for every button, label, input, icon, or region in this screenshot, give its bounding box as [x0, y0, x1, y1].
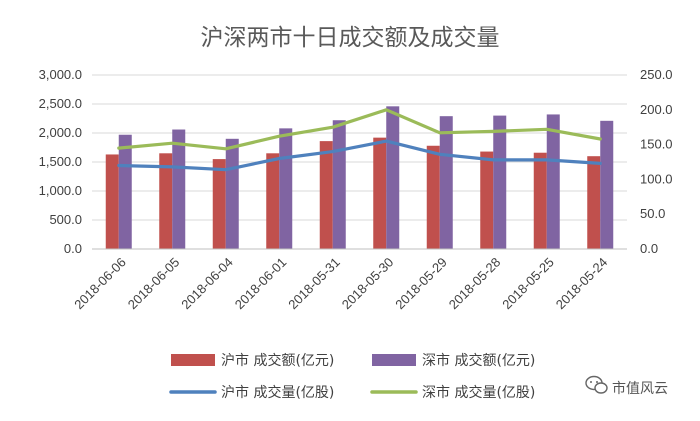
- bar: [105, 154, 119, 249]
- bar: [493, 115, 507, 249]
- left-tick-label: 1,500.0: [39, 154, 82, 169]
- legend-label: 深市 成交量(亿股): [422, 384, 535, 401]
- left-tick-label: 500.0: [49, 212, 82, 227]
- bar: [439, 116, 453, 250]
- left-tick-label: 1,000.0: [39, 183, 82, 198]
- bar: [279, 128, 293, 249]
- legend-label: 沪市 成交量(亿股): [221, 384, 334, 401]
- bar: [212, 159, 226, 249]
- left-tick-label: 3,000.0: [39, 67, 82, 82]
- watermark: 市值风云: [585, 375, 668, 397]
- right-axis: 0.0 50.0 100.0 150.0 200.0 250.0: [640, 67, 673, 256]
- bar: [118, 134, 132, 249]
- bar-series: [105, 106, 614, 250]
- legend-swatch: [372, 354, 416, 366]
- chart-title: 沪深两市十日成交额及成交量: [201, 25, 500, 51]
- legend-label: 深市 成交额(亿元): [422, 352, 535, 369]
- bar: [266, 153, 280, 249]
- bar: [426, 145, 440, 249]
- right-tick-label: 100.0: [640, 171, 673, 186]
- right-tick-label: 50.0: [640, 206, 665, 221]
- legend-swatch: [171, 354, 215, 366]
- left-tick-label: 2,000.0: [39, 125, 82, 140]
- right-tick-label: 200.0: [640, 102, 673, 117]
- right-tick-label: 150.0: [640, 137, 673, 152]
- wechat-icon: [585, 375, 608, 394]
- bar: [159, 153, 173, 249]
- left-tick-label: 2,500.0: [39, 96, 82, 111]
- line-series: [117, 108, 602, 172]
- right-tick-label: 250.0: [640, 67, 673, 82]
- legend-label: 沪市 成交额(亿元): [221, 352, 334, 369]
- bar: [533, 152, 547, 249]
- bar: [373, 137, 387, 249]
- bar: [587, 156, 601, 249]
- bar: [172, 129, 186, 249]
- left-axis: 0.0 500.0 1,000.0 1,500.0 2,000.0 2,500.0 3,00…: [39, 67, 82, 256]
- bar: [332, 120, 346, 250]
- bar: [600, 120, 614, 249]
- bar: [386, 106, 400, 249]
- watermark-text: 市值风云: [612, 380, 668, 397]
- left-tick-label: 0.0: [64, 241, 82, 256]
- bar: [546, 114, 560, 249]
- bar: [319, 141, 333, 249]
- bar: [225, 138, 239, 249]
- right-tick-label: 0.0: [640, 241, 658, 256]
- series-line: [117, 108, 602, 151]
- series-line: [117, 139, 602, 172]
- bar: [480, 151, 494, 249]
- legend: 沪市 成交额(亿元) 深市 成交额(亿元) 沪市 成交量(亿股) 深市 成交量(亿股): [169, 352, 535, 401]
